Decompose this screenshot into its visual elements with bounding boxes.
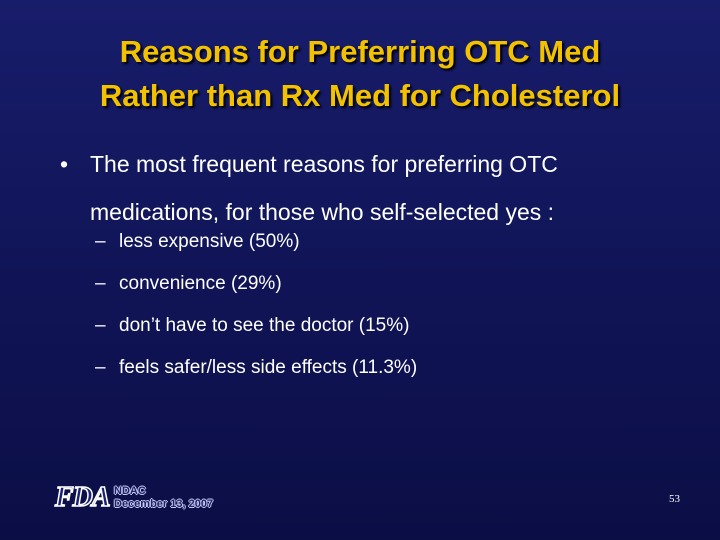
fda-logo: FDA: [54, 482, 111, 513]
sub-bullet-text: feels safer/less side effects (11.3%): [119, 357, 418, 378]
sub-bullet-text: convenience (29%): [119, 273, 282, 294]
page-number: 53: [669, 493, 680, 505]
title-line-2: Rather than Rx Med for Cholesterol: [99, 78, 621, 113]
sub-bullet-item: – convenience (29%): [95, 268, 675, 310]
sub-bullet-list: – less expensive (50%) – convenience (29…: [95, 226, 675, 394]
sub-bullet-text: don’t have to see the doctor (15%): [119, 315, 410, 336]
dash-marker: –: [95, 231, 106, 252]
sub-bullet-item: – feels safer/less side effects (11.3%): [95, 352, 675, 394]
footer-event: NDAC: [114, 485, 146, 497]
sub-bullet-item: – less expensive (50%): [95, 226, 675, 268]
slide-title: Reasons for Preferring OTC Med Rather th…: [0, 30, 720, 118]
dash-marker: –: [95, 357, 106, 378]
main-bullet: • The most frequent reasons for preferri…: [60, 140, 680, 236]
title-line-1: Reasons for Preferring OTC Med: [119, 34, 601, 69]
sub-bullet-text: less expensive (50%): [119, 231, 300, 252]
bullet-marker: •: [60, 151, 69, 177]
dash-marker: –: [95, 315, 106, 336]
footer-caption: NDAC December 13, 2007: [114, 485, 294, 511]
footer-date: December 13, 2007: [114, 498, 214, 510]
bullet-text: The most frequent reasons for preferring…: [90, 151, 558, 225]
sub-bullet-item: – don’t have to see the doctor (15%): [95, 310, 675, 352]
dash-marker: –: [95, 273, 106, 294]
